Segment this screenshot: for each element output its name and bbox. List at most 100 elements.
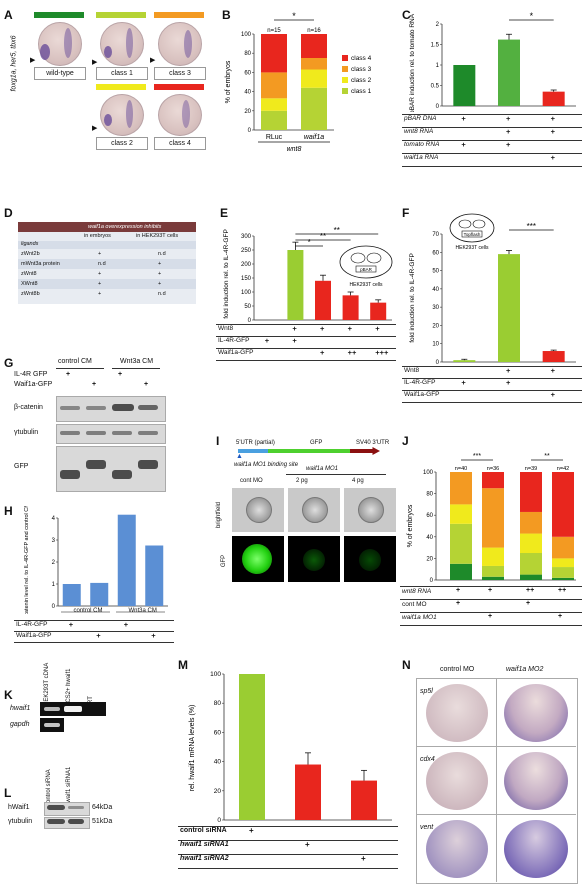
significance-star: **: [334, 226, 340, 235]
table-mark: +: [506, 127, 511, 136]
y-axis-label: fold induction rel. to IL-4R-GFP: [223, 229, 230, 319]
utr5-segment: [238, 449, 268, 453]
table-row-label: IL-4R-GFP: [218, 337, 250, 344]
l-lane1: control siRNA: [46, 769, 52, 806]
embryo-image: [504, 820, 568, 878]
table-row: XWnt8 + +: [18, 279, 196, 289]
bar-segment: [450, 523, 472, 564]
band: [86, 406, 106, 410]
table-h: control CM Wnt3a CM IL-4R-GFP + + Waif1a-GFP +…: [14, 608, 174, 652]
legend-label: class 2: [351, 77, 372, 84]
bar: [498, 254, 520, 362]
table-mark: +++: [375, 348, 389, 357]
bar-segment: [482, 576, 504, 580]
n-frame: [416, 678, 578, 884]
table-mark: +: [118, 371, 123, 378]
y-axis-label: rel. hwaif1 mRNA levels (%): [189, 705, 196, 792]
reporter-box: [461, 230, 483, 238]
y-tick-label: 0: [52, 604, 56, 610]
g-row1: IL-4R GFP: [14, 371, 48, 378]
table-mark: +: [361, 854, 366, 863]
stain: [40, 44, 50, 60]
bar-segment: [552, 558, 574, 568]
y-tick-label: 0: [430, 578, 434, 584]
y-tick-label: 100: [241, 32, 252, 38]
table-row-label: Wnt8: [218, 325, 234, 332]
plasmid-icon: [458, 219, 472, 229]
table-cell: +: [98, 251, 102, 257]
y-tick-label: 80: [426, 492, 433, 498]
panel-letter: H: [4, 504, 13, 518]
y-tick-label: 2: [436, 22, 440, 28]
embryo-image: [504, 684, 568, 742]
table-row-label: Wnt8: [404, 367, 420, 374]
i-dose1: 2 pg: [296, 478, 308, 484]
band: [112, 431, 132, 435]
bar: [315, 280, 331, 320]
y-tick-label: 100: [241, 290, 252, 296]
gfp-signal: [303, 549, 325, 571]
utr3-arrow: [350, 447, 380, 455]
table-mark: +: [461, 114, 466, 123]
table-row-label: control siRNA: [180, 827, 227, 834]
n-gene1: sp5l: [420, 688, 433, 695]
y-tick-label: 0: [248, 128, 252, 134]
k-lane1: HEK293T cDNA: [44, 662, 50, 706]
n-label: n=15: [267, 28, 281, 34]
y-tick-label: 60: [432, 250, 439, 256]
table-cell: +: [98, 281, 102, 287]
bar-segment: [482, 472, 504, 489]
panel-letter: J: [402, 434, 409, 448]
table-rule: [178, 826, 398, 827]
chart-m: 0 20 40 60 80 100 rel. hwaif1 mRNA levels (%): [189, 671, 392, 824]
y-tick-label: 80: [214, 700, 222, 707]
class-bar-wildtype: [34, 12, 84, 18]
table-d-col2: in HEK293T cells: [136, 233, 179, 239]
table-row-label: wnt8 RNA: [404, 128, 434, 135]
arrowhead-icon: ▶: [92, 125, 98, 132]
y-tick-label: 4: [52, 516, 56, 522]
table-mark: +: [550, 114, 556, 123]
l-row1: hWaif1: [8, 804, 30, 811]
cell-diagram: [339, 245, 393, 279]
table-mark: +: [506, 366, 511, 375]
i-cont: cont MO: [240, 478, 263, 484]
bar: [542, 351, 565, 362]
chart-h: 0 1 2 3 4 β-catenin level rel. to IL-4R-GFP a…: [24, 506, 168, 614]
embryo-image: [426, 820, 488, 878]
i-row-gfp: GFP: [221, 554, 228, 568]
table-row-label: IL-4R-GFP: [404, 379, 436, 386]
y-tick-label: 100: [423, 470, 434, 476]
table-cell: XWnt8: [21, 281, 38, 287]
band: [112, 404, 134, 411]
legend-swatch: [342, 77, 348, 83]
table-m: control siRNA + hwaif1 siRNA1 + hwaif1 siRNA…: [178, 826, 398, 876]
panel-letter: G: [4, 356, 14, 370]
y-tick-label: 0: [217, 817, 221, 824]
table-row-label: pBAR DNA: [404, 115, 437, 122]
y-tick-label: 20: [432, 323, 439, 329]
bar: [90, 582, 109, 606]
table-mark: +: [550, 366, 556, 375]
k-gene1: hwaif1: [10, 705, 31, 712]
n-label: n=16: [307, 28, 321, 34]
table-cell: +: [158, 271, 162, 277]
arrowhead-icon: ▶: [150, 57, 156, 64]
y-tick-label: 100: [210, 671, 221, 678]
table-rule: [402, 114, 582, 115]
panel-letter: E: [220, 206, 229, 220]
y-axis-label: % of embryos: [225, 60, 232, 103]
i-utr3: SV40 3'UTR: [356, 440, 390, 446]
y-tick-label: 60: [214, 729, 222, 736]
table-mark: +: [488, 613, 493, 620]
stain: [184, 30, 192, 58]
bar-segment: [482, 488, 504, 548]
class-label: class 3: [154, 67, 206, 80]
class-bar-3: [154, 12, 204, 18]
table-mark: +: [68, 620, 74, 629]
y-tick-label: 20: [426, 556, 433, 562]
table-h-rows: IL-4R-GFP + + Waif1a-GFP + +: [14, 620, 174, 650]
y-tick-label: 60: [244, 70, 251, 76]
embryo-image: [426, 684, 488, 742]
g-row2: Waif1a-GFP: [14, 381, 53, 388]
